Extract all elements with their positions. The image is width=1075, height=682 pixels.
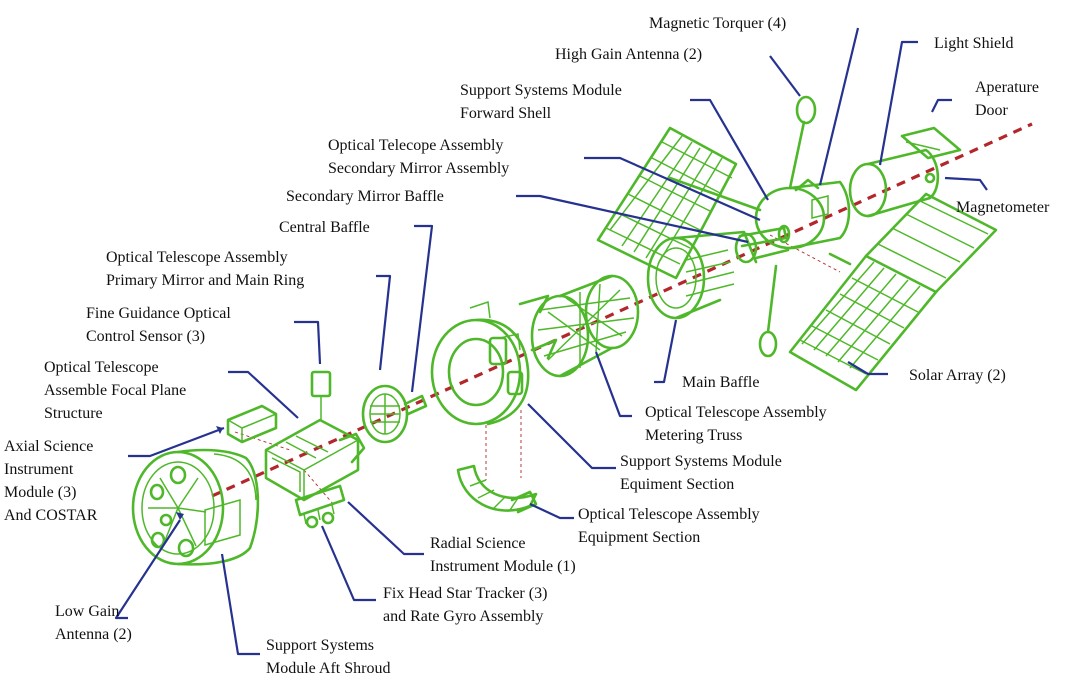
label-ssm-forward-shell: Support Systems Module Forward Shell	[460, 82, 622, 122]
solar-array-upper	[596, 126, 762, 280]
label-ota-equipment: Optical Telescope Assembly Equipment Sect…	[578, 506, 760, 546]
label-high-gain-antenna: High Gain Antenna (2)	[555, 46, 703, 63]
high-gain-antennas	[758, 95, 817, 358]
label-magnetometer: Magnetometer	[956, 199, 1050, 216]
ssm-equipment-section	[430, 300, 530, 426]
ota-equipment-section	[456, 464, 538, 514]
primary-mirror	[361, 384, 428, 444]
label-ssm-aft-shroud: Support Systems Module Aft Shroud	[266, 637, 391, 677]
label-magnetic-torquer: Magnetic Torquer (4)	[649, 15, 787, 32]
aft-shroud	[131, 448, 260, 566]
label-main-baffle: Main Baffle	[682, 374, 760, 391]
label-ssm-equipment: Support Systems Module Equiment Section	[620, 453, 782, 493]
aperture-door	[900, 126, 962, 160]
label-fhst: Fix Head Star Tracker (3) and Rate Gyro A…	[383, 585, 548, 625]
metering-truss	[518, 274, 640, 378]
label-axial-si: Axial Science Instrument Module (3) And COS…	[4, 438, 98, 524]
light-shield	[848, 148, 940, 218]
leader-lines	[114, 27, 988, 656]
main-baffle	[646, 230, 758, 320]
secondary-mirror-assembly	[734, 224, 791, 264]
axial-science-module	[226, 404, 278, 444]
label-radial-si: Radial Science Instrument Module (1)	[430, 535, 576, 575]
label-fgs: Fine Guidance Optical Control Sensor (3)	[86, 305, 231, 345]
focal-plane-structure	[264, 370, 366, 529]
label-light-shield: Light Shield	[934, 35, 1014, 52]
label-low-gain-antenna: Low Gain Antenna (2)	[55, 603, 132, 643]
leader-arrowheads	[176, 426, 223, 520]
label-focal-plane: Optical Telescope Assemble Focal Plane Str…	[44, 359, 187, 422]
label-ota-primary-mirror: Optical Telescope Assembly Primary Mirror…	[106, 249, 305, 289]
forward-shell	[754, 178, 851, 250]
label-metering-truss: Optical Telescope Assembly Metering Truss	[645, 404, 827, 444]
label-ota-secondary-mirror: Optical Telecope Assembly Secondary Mirro…	[328, 137, 510, 177]
solar-array-lower	[788, 192, 998, 392]
label-central-baffle: Central Baffle	[279, 219, 370, 236]
label-secondary-mirror-baffle: Secondary Mirror Baffle	[286, 188, 444, 205]
label-solar-array: Solar Array (2)	[909, 367, 1006, 384]
label-aperture-door: Aperature Door	[975, 79, 1039, 119]
